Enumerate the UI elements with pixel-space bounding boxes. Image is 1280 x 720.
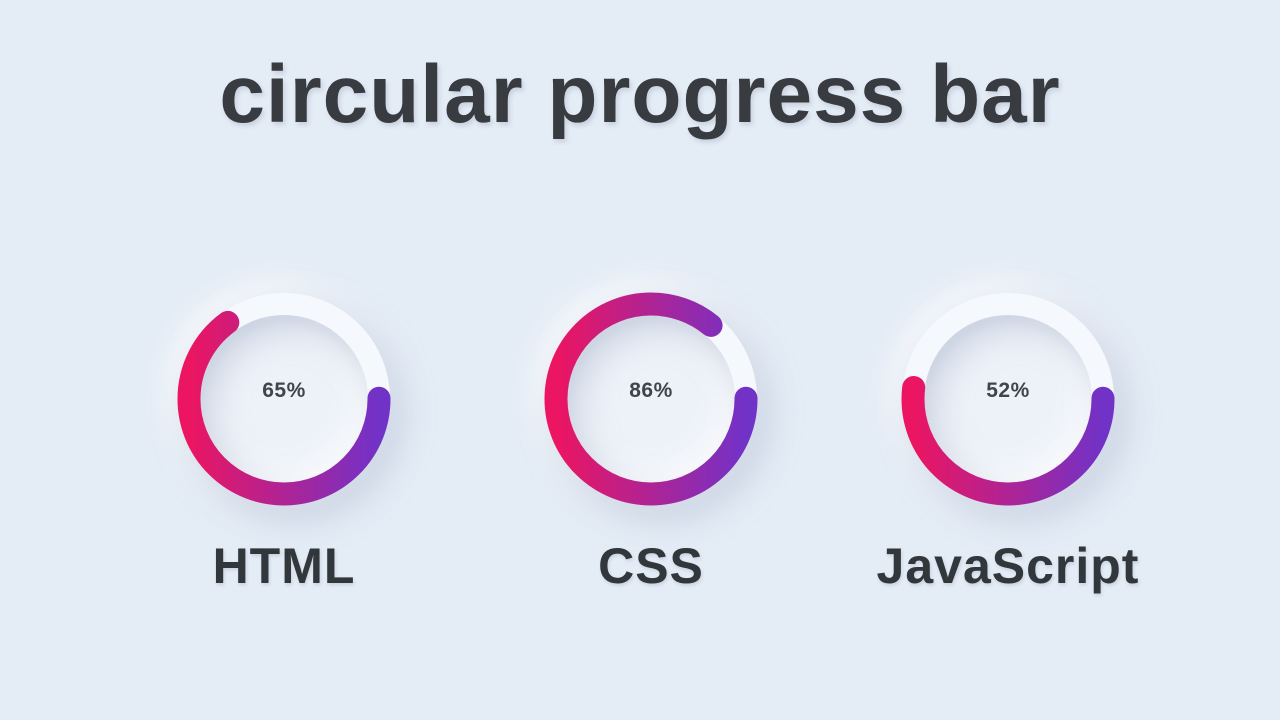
progress-card-html: 65% HTML [154,292,414,595]
progress-arc [177,292,391,506]
progress-label: JavaScript [876,538,1140,594]
circular-progress-dial: 52% [901,292,1115,506]
progress-card-javascript: 52% JavaScript [876,292,1140,595]
dial-inner-disc [924,315,1092,483]
progress-percent: 65% [262,379,306,402]
progress-ring [901,292,1115,506]
progress-card-css: 86% CSS [521,292,781,595]
progress-percent: 86% [629,379,673,402]
progress-arc [901,292,1115,506]
progress-ring [177,292,391,506]
page-title: circular progress bar [219,49,1061,140]
progress-label: CSS [598,538,704,594]
progress-arc [544,292,758,506]
progress-label: HTML [212,538,356,594]
circular-progress-dial: 86% [544,292,758,506]
dial-inner-disc [567,315,735,483]
progress-ring [544,292,758,506]
dial-inner-disc [200,315,368,483]
progress-percent: 52% [986,379,1030,402]
circular-progress-dial: 65% [177,292,391,506]
